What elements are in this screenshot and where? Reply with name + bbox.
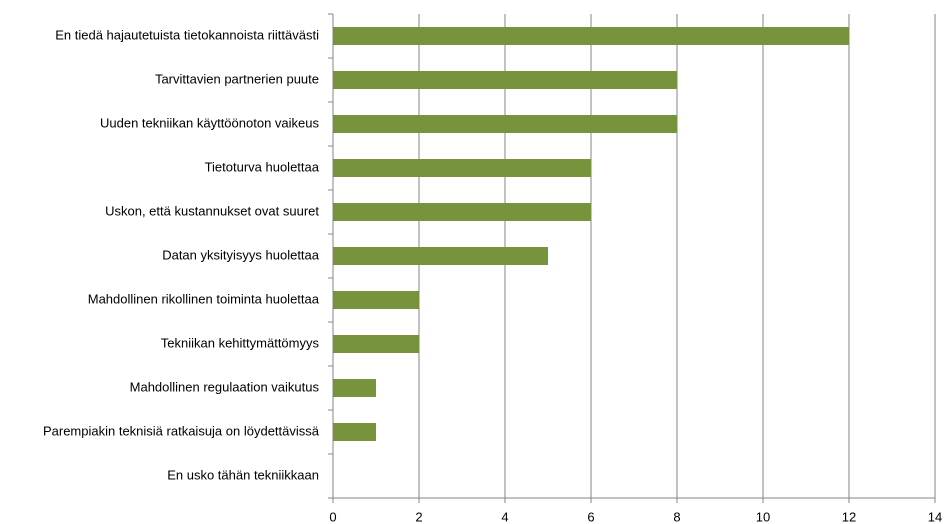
x-tick-label: 4 [501,509,508,524]
y-tick-label: Datan yksityisyys huolettaa [162,247,320,262]
x-tick-label: 12 [842,509,856,524]
y-tick-label: En usko tähän tekniikkaan [167,467,319,482]
bar [333,159,591,177]
x-tick-label: 2 [415,509,422,524]
x-tick-label: 0 [329,509,336,524]
bar [333,379,376,397]
y-tick-label: Uskon, että kustannukset ovat suuret [105,203,319,218]
bar [333,71,677,89]
bar [333,335,419,353]
bar [333,423,376,441]
x-tick-label: 10 [756,509,770,524]
y-tick-label: Tekniikan kehittymättömyys [161,335,320,350]
y-tick-label: Parempiakin teknisiä ratkaisuja on löyde… [43,423,320,438]
bar [333,115,677,133]
y-tick-label: Mahdollinen rikollinen toiminta huoletta… [88,291,320,306]
x-tick-label: 6 [587,509,594,524]
y-tick-label: Tarvittavien partnerien puute [155,71,319,86]
y-tick-label: Tietoturva huolettaa [205,159,320,174]
bar [333,203,591,221]
x-tick-label: 8 [673,509,680,524]
bar [333,291,419,309]
bar [333,247,548,265]
x-tick-label: 14 [928,509,942,524]
y-tick-label: Mahdollinen regulaation vaikutus [130,379,320,394]
y-tick-label: En tiedä hajautetuista tietokannoista ri… [55,27,319,42]
y-tick-label: Uuden tekniikan käyttöönoton vaikeus [100,115,319,130]
bar [333,27,849,45]
